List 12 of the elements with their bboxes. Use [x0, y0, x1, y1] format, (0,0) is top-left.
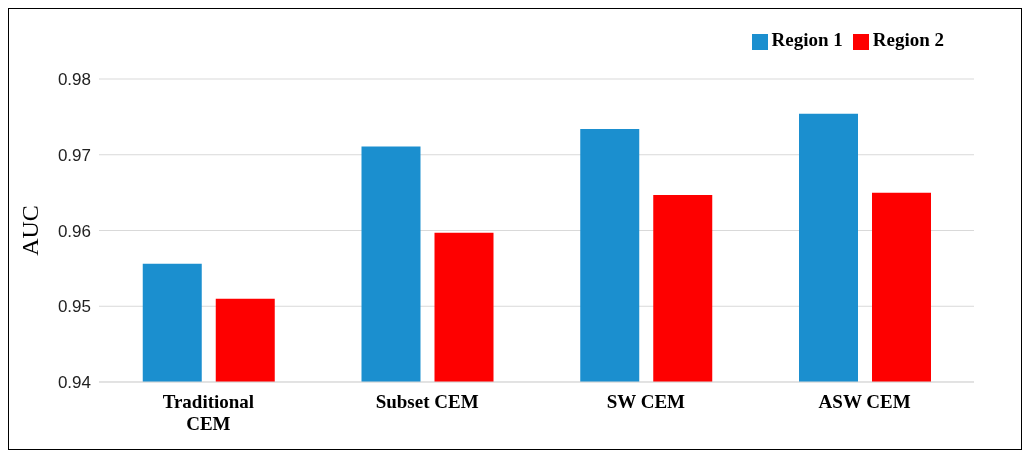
y-axis-title: AUC — [16, 205, 43, 256]
x-tick-label: Subset CEM — [375, 391, 479, 412]
y-tick-label: 0.94 — [57, 373, 91, 393]
x-tick-label: ASW CEM — [818, 391, 911, 412]
y-tick-label: 0.95 — [57, 297, 91, 317]
y-tick-label: 0.97 — [57, 145, 91, 165]
y-tick-label: 0.96 — [57, 221, 91, 241]
x-tick-label: SW CEM — [606, 391, 686, 412]
x-tick-label: Traditional CEM — [162, 391, 255, 434]
y-tick-label: 0.98 — [57, 70, 91, 90]
legend-label: Region 2 — [872, 29, 944, 50]
legend-label: Region 1 — [771, 29, 843, 50]
